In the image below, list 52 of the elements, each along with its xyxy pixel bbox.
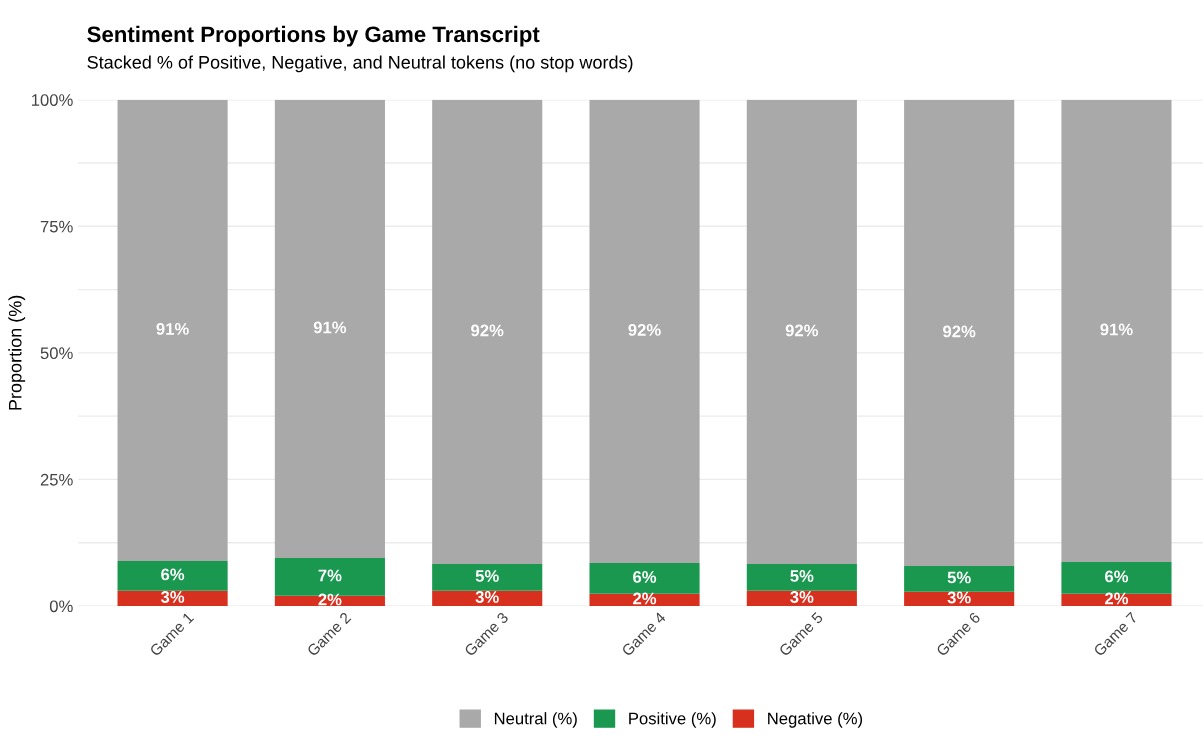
data-label: 3%	[475, 591, 499, 603]
data-label: 6%	[161, 568, 185, 581]
bar	[1061, 561, 1172, 594]
data-label: 92%	[471, 324, 504, 337]
legend-label: Negative (%)	[768, 712, 863, 728]
bar	[274, 595, 385, 606]
data-label: 2%	[1105, 592, 1129, 605]
bar	[904, 565, 1015, 592]
y-tick-label: 25%	[40, 473, 73, 486]
data-label: 91%	[156, 323, 189, 335]
bar	[589, 593, 700, 606]
bar	[904, 99, 1015, 566]
bar	[746, 590, 857, 606]
data-label: 3%	[160, 591, 185, 603]
bar	[746, 563, 857, 591]
bar	[432, 563, 543, 591]
bar	[1061, 99, 1172, 562]
y-tick-label: 75%	[40, 220, 73, 233]
data-label: 6%	[633, 571, 657, 583]
bar	[432, 99, 543, 564]
data-label: 5%	[475, 570, 499, 582]
bar	[117, 590, 228, 606]
y-tick-label: 0%	[49, 600, 73, 613]
data-label: 5%	[790, 570, 814, 582]
data-label: 91%	[1100, 323, 1133, 336]
data-label: 6%	[1105, 570, 1129, 583]
chart-title: Sentiment Proportions by Game Transcript	[87, 25, 540, 47]
data-label: 91%	[313, 321, 347, 334]
bar	[1061, 593, 1172, 606]
data-label: 5%	[947, 571, 971, 584]
data-label: 92%	[628, 324, 661, 336]
data-label: 2%	[318, 593, 342, 606]
bar	[274, 99, 385, 558]
bar	[904, 591, 1015, 606]
bar	[589, 562, 700, 594]
legend-label: Positive (%)	[629, 712, 716, 728]
data-label: 92%	[943, 325, 976, 338]
bar	[589, 99, 700, 563]
data-label: 2%	[633, 592, 657, 605]
bar	[432, 590, 543, 606]
legend-label: Neutral (%)	[494, 712, 577, 728]
bar	[117, 99, 228, 561]
data-label: 3%	[947, 591, 971, 604]
chart-subtitle: Stacked % of Positive, Negative, and Neutral tokens (no stop words)	[87, 55, 633, 73]
y-axis-title: Proportion (%)	[8, 295, 26, 410]
data-label: 92%	[785, 324, 819, 337]
data-label: 3%	[790, 591, 814, 603]
y-tick-label: 50%	[40, 347, 73, 360]
bar	[746, 99, 857, 564]
y-tick-label: 100%	[31, 94, 73, 106]
data-label: 7%	[318, 569, 342, 582]
bar	[117, 560, 228, 591]
